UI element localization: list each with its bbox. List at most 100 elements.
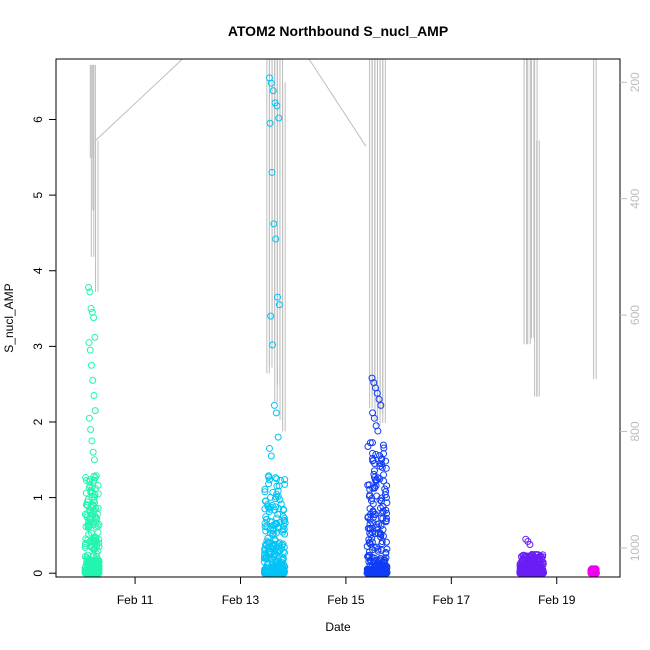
data-point (380, 556, 388, 564)
data-point (273, 490, 281, 498)
depth-transit-line (308, 58, 367, 147)
data-point (93, 552, 101, 560)
y-tick-label: 0 (31, 570, 45, 577)
y-tick-label: 3 (31, 343, 45, 350)
data-point-outlier (374, 427, 382, 435)
data-point (364, 553, 372, 561)
data-point (364, 481, 372, 489)
data-point (263, 537, 271, 545)
data-point-outlier (85, 283, 93, 291)
data-point-outlier (269, 341, 277, 349)
data-point (383, 545, 391, 553)
data-point (369, 508, 377, 516)
data-point-outlier (89, 448, 97, 456)
data-point (273, 520, 281, 528)
data-point (381, 485, 389, 493)
data-point (372, 477, 380, 485)
data-point (363, 542, 371, 550)
data-point (368, 534, 376, 542)
data-points-layer (81, 74, 600, 577)
data-point (536, 552, 544, 560)
data-point (522, 568, 530, 576)
data-point (274, 510, 282, 518)
data-point (373, 476, 381, 484)
data-point (382, 518, 390, 526)
data-point (279, 513, 287, 521)
data-point (374, 547, 382, 555)
data-point (82, 476, 90, 484)
data-point (268, 544, 276, 552)
data-point (86, 478, 94, 486)
data-point (382, 538, 390, 546)
data-point (261, 569, 269, 577)
data-point (85, 520, 93, 528)
data-point (281, 476, 289, 484)
data-point (370, 467, 378, 475)
data-point-outlier (270, 220, 278, 228)
x-tick-label: Feb 19 (538, 593, 576, 607)
y-tick-label: 6 (31, 116, 45, 123)
data-point (368, 553, 376, 561)
data-point (535, 567, 543, 575)
secondary-y-axis: 200 400 600 800 1000 (620, 72, 642, 561)
data-point-outlier (272, 409, 280, 417)
data-point (83, 511, 91, 519)
y-tick-label: 2 (31, 418, 45, 425)
y-axis-label: S_nucl_AMP (2, 283, 16, 352)
depth-profile-layer (89, 58, 597, 432)
data-point (261, 485, 269, 493)
data-point-outlier (274, 433, 282, 441)
data-point (376, 496, 384, 504)
data-point-outlier (91, 333, 99, 341)
data-point (83, 513, 91, 521)
data-point (370, 470, 378, 478)
data-point-outlier (267, 79, 275, 87)
data-point (367, 568, 375, 576)
data-point (279, 554, 287, 562)
data-point (382, 494, 390, 502)
data-point (280, 525, 288, 533)
data-point (261, 545, 269, 553)
data-point (92, 516, 100, 524)
data-point (89, 534, 97, 542)
data-point-outlier (522, 535, 530, 543)
data-point-outlier (85, 414, 93, 422)
data-point (281, 530, 289, 538)
y-axis: 0 1 2 3 4 5 6 (31, 116, 56, 577)
data-point (383, 509, 391, 517)
data-point-outlier (273, 102, 281, 110)
data-point-outlier (267, 312, 275, 320)
data-point (268, 567, 276, 575)
data-point (264, 567, 272, 575)
data-point (91, 491, 99, 499)
data-point (383, 568, 391, 576)
data-point (279, 540, 287, 548)
data-point (364, 442, 372, 450)
data-point (86, 482, 94, 490)
y-tick-label: 1 (31, 494, 45, 501)
data-point (92, 540, 100, 548)
data-point (270, 543, 278, 551)
y2-tick-label: 200 (628, 72, 642, 92)
depth-transit-line (95, 58, 183, 141)
data-point (261, 488, 269, 496)
data-point (269, 488, 277, 496)
data-point-outlier (266, 119, 274, 127)
data-point (366, 439, 374, 447)
data-point-outlier (90, 314, 98, 322)
data-point (268, 501, 276, 509)
data-point-outlier (267, 452, 275, 460)
data-point-outlier (370, 414, 378, 422)
data-point-outlier (90, 392, 98, 400)
data-point (530, 560, 538, 568)
data-point-outlier (87, 426, 95, 434)
data-point (81, 541, 89, 549)
data-point (89, 551, 97, 559)
data-point (377, 522, 385, 530)
data-point-outlier (373, 389, 381, 397)
y2-tick-label: 800 (628, 421, 642, 441)
data-point (381, 567, 389, 575)
y-tick-label: 4 (31, 267, 45, 274)
data-point (382, 457, 390, 465)
